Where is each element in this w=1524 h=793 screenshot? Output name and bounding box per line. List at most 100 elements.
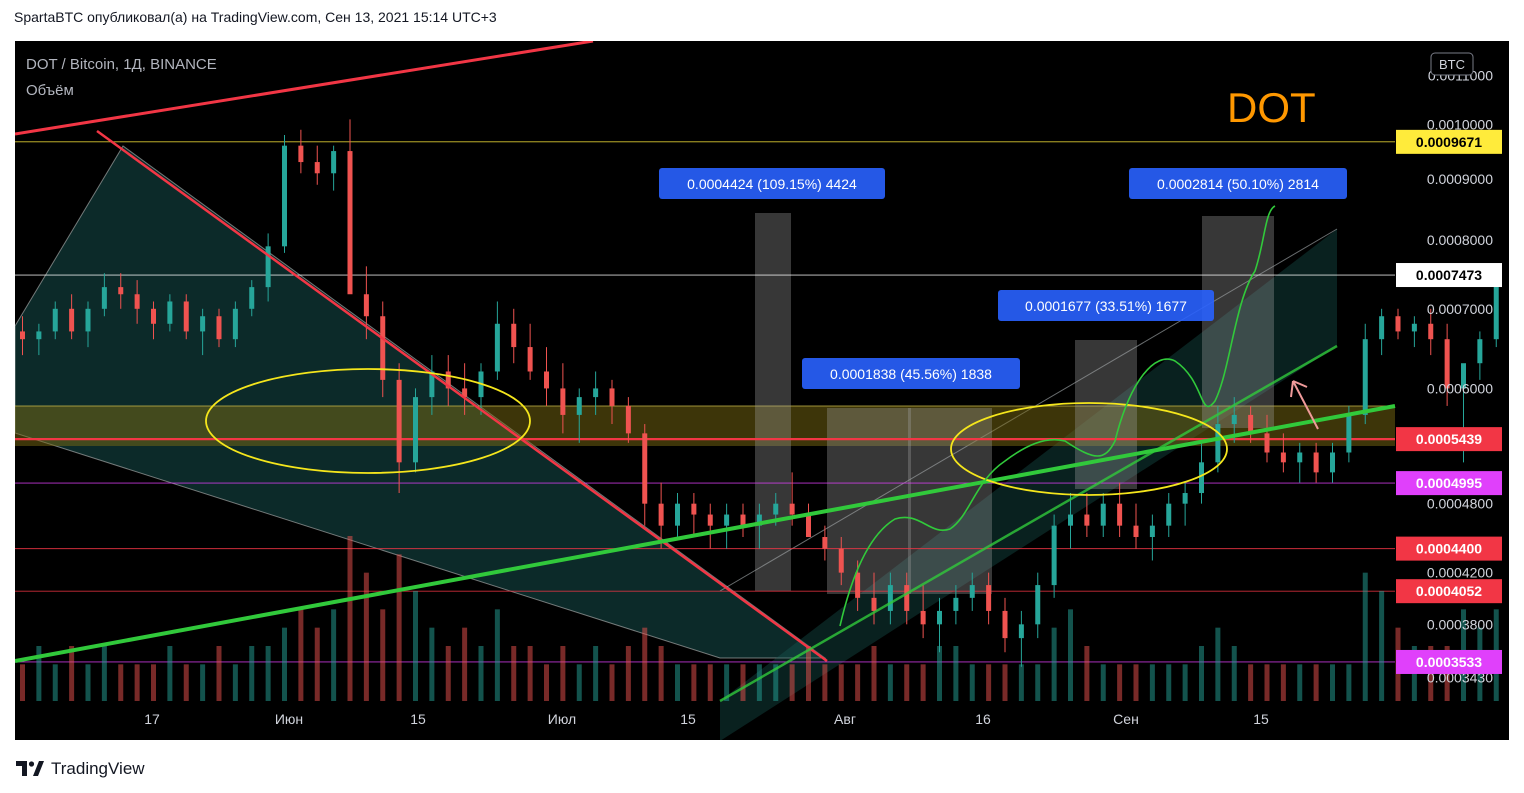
candle-body[interactable] [560, 388, 566, 415]
candle-body[interactable] [1166, 503, 1172, 526]
candle-body[interactable] [396, 379, 402, 463]
candle-body[interactable] [1493, 280, 1499, 340]
candle-body[interactable] [1330, 452, 1335, 473]
candle-body[interactable] [871, 597, 877, 611]
candle-body[interactable] [544, 371, 549, 389]
volume-bar [1215, 627, 1221, 701]
candle-body[interactable] [1133, 525, 1139, 538]
price-chart[interactable]: 0.0004424 (109.15%) 4424 0.0001838 (45.56… [15, 41, 1509, 740]
candle-body[interactable] [101, 287, 107, 309]
candle-body[interactable] [904, 585, 910, 611]
candle-body[interactable] [314, 162, 320, 174]
candle-body[interactable] [462, 388, 468, 398]
candle-body[interactable] [232, 308, 238, 340]
currency-badge[interactable] [1430, 52, 1474, 76]
candle-body[interactable] [363, 294, 369, 317]
candle-body[interactable] [740, 514, 746, 526]
candle-body[interactable] [1411, 323, 1417, 332]
candle-body[interactable] [756, 514, 762, 526]
candle-body[interactable] [298, 145, 304, 163]
candle-body[interactable] [20, 331, 25, 340]
candle-body[interactable] [855, 572, 861, 598]
candle-body[interactable] [1264, 433, 1270, 453]
candle-body[interactable] [1297, 452, 1303, 463]
symbol-legend[interactable]: DOT / Bitcoin, 1Д, BINANCE [26, 56, 217, 73]
candle-body[interactable] [1231, 414, 1237, 425]
candle-body[interactable] [511, 323, 517, 348]
candle-body[interactable] [920, 610, 926, 625]
candle-body[interactable] [724, 514, 730, 526]
candle-body[interactable] [445, 371, 451, 389]
volume-bar [691, 664, 697, 701]
candle-body[interactable] [429, 371, 435, 398]
candle-body[interactable] [200, 316, 206, 332]
candle-body[interactable] [887, 585, 893, 611]
candle-body[interactable] [1444, 339, 1450, 389]
candle-body[interactable] [413, 397, 418, 463]
candle-body[interactable] [707, 514, 713, 526]
candle-body[interactable] [494, 323, 500, 372]
candle-body[interactable] [838, 548, 844, 573]
volume-bar [527, 646, 533, 701]
candle-body[interactable] [167, 301, 173, 324]
candle-body[interactable] [1215, 424, 1221, 463]
candle-body[interactable] [675, 503, 680, 526]
candle-body[interactable] [642, 433, 648, 504]
candle-body[interactable] [1477, 339, 1483, 364]
candle-body[interactable] [1182, 493, 1188, 504]
candle-body[interactable] [36, 331, 42, 340]
candle-body[interactable] [52, 308, 58, 332]
candle-body[interactable] [183, 301, 189, 332]
candle-body[interactable] [609, 388, 615, 406]
candle-body[interactable] [1461, 363, 1466, 389]
candle-body[interactable] [1199, 462, 1204, 494]
candle-body[interactable] [1018, 624, 1024, 639]
candle-body[interactable] [1002, 610, 1008, 639]
candle-body[interactable] [1313, 452, 1319, 473]
candle-body[interactable] [1149, 525, 1155, 538]
candle-body[interactable] [1068, 514, 1073, 526]
candle-body[interactable] [691, 503, 697, 515]
candle-body[interactable] [806, 514, 811, 538]
volume-legend[interactable]: Объём [26, 82, 74, 99]
candle-body[interactable] [85, 308, 91, 332]
candle-body[interactable] [953, 597, 959, 611]
candle-body[interactable] [347, 151, 353, 295]
candle-body[interactable] [331, 151, 337, 174]
candle-body[interactable] [282, 145, 287, 247]
candle-body[interactable] [249, 287, 255, 309]
footer-brand[interactable]: TradingView [51, 759, 145, 778]
candle-body[interactable] [937, 610, 942, 625]
candle-body[interactable] [1362, 339, 1368, 415]
candle-body[interactable] [527, 347, 533, 372]
candle-body[interactable] [1248, 414, 1254, 434]
candle-body[interactable] [1084, 514, 1090, 526]
candle-body[interactable] [1346, 414, 1352, 453]
candle-body[interactable] [69, 308, 75, 332]
candle-body[interactable] [822, 537, 828, 549]
candle-body[interactable] [593, 388, 599, 398]
candle-body[interactable] [265, 246, 271, 288]
candle-body[interactable] [1428, 323, 1434, 340]
candle-body[interactable] [1035, 585, 1041, 625]
candle-body[interactable] [1280, 452, 1286, 463]
candle-body[interactable] [151, 308, 156, 324]
candle-body[interactable] [658, 503, 664, 526]
candle-body[interactable] [380, 316, 386, 380]
chart-panel[interactable]: 0.0004424 (109.15%) 4424 0.0001838 (45.56… [15, 41, 1509, 740]
candle-body[interactable] [1117, 503, 1123, 526]
candle-body[interactable] [118, 287, 124, 295]
candle-body[interactable] [969, 585, 975, 598]
candle-body[interactable] [986, 585, 992, 611]
candle-body[interactable] [773, 503, 779, 515]
candle-body[interactable] [1051, 525, 1057, 586]
candle-body[interactable] [1395, 316, 1401, 332]
candle-body[interactable] [625, 405, 631, 434]
candle-body[interactable] [1100, 503, 1106, 526]
candle-body[interactable] [789, 503, 795, 515]
candle-body[interactable] [134, 294, 140, 309]
candle-body[interactable] [216, 316, 222, 340]
footer: TradingView [15, 757, 145, 781]
candle-body[interactable] [576, 397, 582, 415]
candle-body[interactable] [1379, 316, 1385, 340]
